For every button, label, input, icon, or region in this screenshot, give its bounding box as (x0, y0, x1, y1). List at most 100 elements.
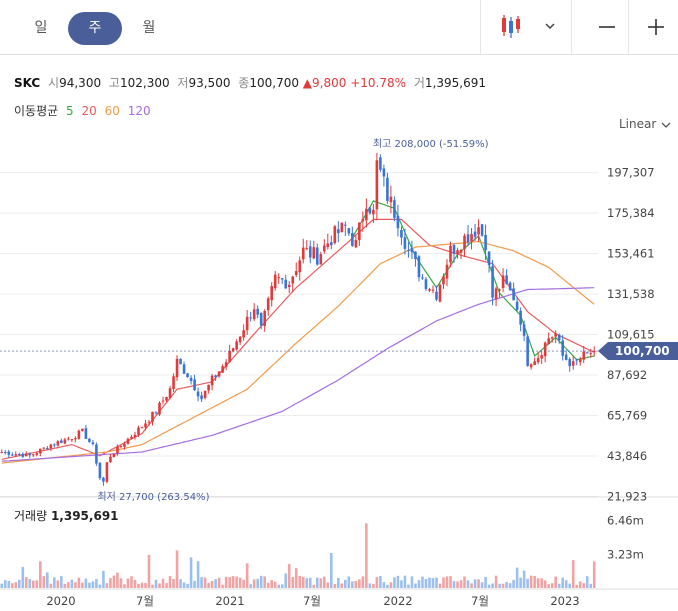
candle-body (424, 279, 428, 290)
candle-body (116, 446, 119, 454)
y-tick-label: 21,923 (607, 489, 647, 503)
volume-bar (21, 567, 25, 588)
volume-bar (95, 579, 98, 588)
volume-bar (522, 570, 526, 588)
volume-bar (494, 575, 498, 588)
candle-body (280, 278, 284, 280)
volume-bar (477, 579, 480, 588)
candle-body (382, 168, 386, 177)
candle-body (501, 275, 505, 288)
candle-body (21, 453, 25, 457)
high-label: 고 (108, 76, 120, 90)
candle-body (428, 289, 431, 291)
candle-body (217, 371, 221, 377)
volume-bar (351, 581, 354, 588)
volume-bar (123, 584, 126, 588)
volume-bar (393, 577, 396, 588)
candle-body (74, 438, 77, 440)
candle-body (515, 301, 519, 310)
candle-body (543, 342, 547, 357)
ma-60-line (1, 240, 595, 464)
candle-body (126, 438, 130, 444)
volume-bar (400, 580, 403, 588)
volume-bar (410, 576, 414, 588)
candle-body (298, 260, 302, 273)
volume-bar (245, 563, 249, 588)
x-tick-label: 7월 (471, 594, 489, 608)
candle-body (442, 276, 445, 285)
candle-body (284, 279, 288, 289)
candle-body (589, 353, 593, 355)
volume-bar (449, 576, 452, 588)
candle-body (84, 428, 88, 439)
candle-body (224, 362, 228, 368)
current-price-tag (598, 342, 678, 361)
volume-bar (368, 583, 372, 588)
volume-bar (98, 584, 102, 588)
stock-symbol: SKC (14, 76, 41, 90)
candle-body (32, 454, 35, 456)
volume-bar (508, 583, 512, 588)
candle-body (498, 289, 501, 291)
x-tick-label: 7월 (303, 594, 321, 608)
open-price: 94,300 (59, 76, 102, 90)
volume-bar (60, 575, 63, 588)
tab-weekly[interactable]: 주 (68, 12, 122, 45)
low-annotation: 최저 27,700 (263.54%) (97, 491, 209, 503)
scale-dropdown[interactable]: Linear (619, 117, 672, 131)
volume-bar (526, 578, 529, 588)
toolbar-divider (571, 0, 572, 55)
tab-daily[interactable]: 일 (34, 20, 48, 36)
volume-bar (515, 567, 519, 588)
volume-bar (88, 582, 91, 588)
volume-bar (308, 577, 312, 588)
candle-body (410, 248, 414, 253)
volume-bar (592, 561, 596, 588)
candle-body (351, 233, 354, 246)
volume-bar (39, 561, 42, 588)
candle-body (95, 444, 98, 464)
volume-bar (242, 579, 245, 588)
candlestick-icon[interactable] (494, 12, 530, 42)
candle-body (519, 310, 522, 325)
volume-bar (480, 582, 484, 588)
volume-bar (235, 576, 238, 588)
volume-bar (463, 576, 466, 588)
candle-body (547, 338, 550, 345)
volume-bar (24, 577, 28, 588)
candle-body (151, 411, 154, 422)
volume-bar (7, 580, 11, 588)
candle-body (112, 454, 116, 457)
candle-body (196, 391, 200, 397)
candle-body (592, 351, 596, 353)
volume-bar (344, 579, 347, 588)
candle-body (193, 379, 196, 391)
candle-body (340, 222, 344, 233)
volume-bar (484, 576, 487, 588)
candle-body (435, 291, 438, 300)
volume-bar (10, 583, 14, 588)
price-chart[interactable]: 최고 208,000 (-51.59%)최저 27,700 (263.54%) … (0, 130, 678, 611)
volume-bar (424, 578, 428, 588)
volume-label: 거 (413, 76, 425, 90)
candle-body (393, 200, 396, 218)
candle-body (337, 229, 340, 234)
tab-monthly[interactable]: 월 (142, 20, 156, 36)
candle-body (291, 276, 295, 284)
candle-body (67, 438, 70, 440)
candle-body (238, 336, 242, 343)
volume-bar (379, 576, 382, 588)
plus-icon[interactable] (641, 12, 671, 42)
volume-bar (70, 579, 74, 588)
volume-bar (119, 578, 123, 588)
candle-body (14, 454, 18, 456)
chevron-down-icon[interactable] (540, 16, 560, 36)
minus-icon[interactable] (592, 12, 622, 42)
candle-body (221, 366, 224, 373)
volume-bar (301, 576, 305, 588)
candle-body (28, 453, 32, 456)
volume-bar (403, 575, 407, 588)
candle-body (305, 248, 309, 250)
candle-body (53, 444, 56, 446)
candle-body (168, 388, 172, 398)
